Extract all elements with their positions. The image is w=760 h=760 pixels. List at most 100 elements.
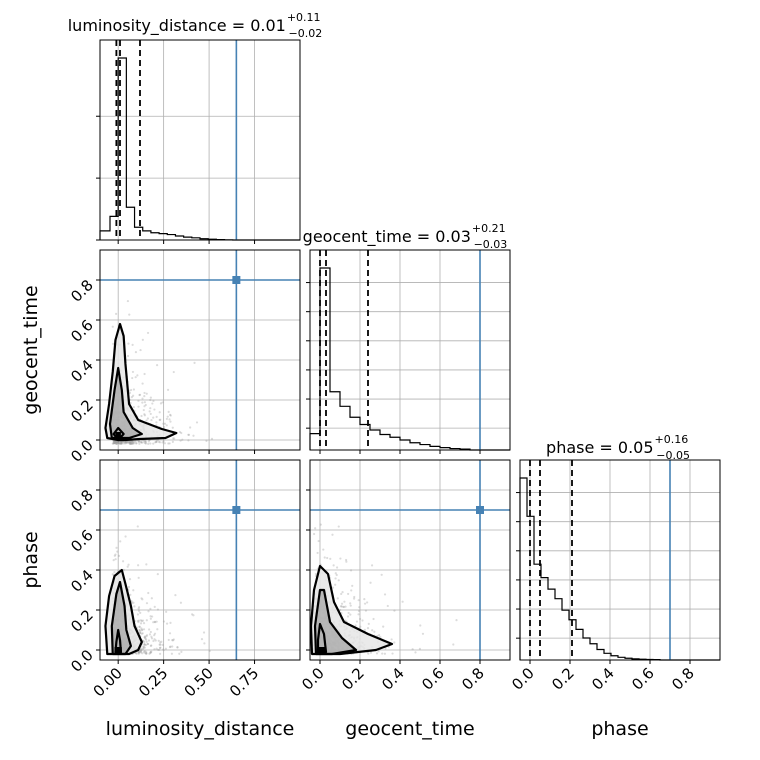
sample-point	[144, 441, 147, 444]
sample-point	[130, 440, 133, 443]
sample-point	[113, 440, 116, 443]
sample-point	[143, 643, 146, 646]
sample-point	[179, 439, 182, 442]
sample-point	[142, 622, 146, 625]
x-tick-label: 0.6	[418, 664, 448, 694]
sample-point	[140, 649, 143, 652]
contour-line-outer	[309, 564, 394, 656]
sample-point	[158, 418, 161, 422]
sample-point	[149, 396, 152, 399]
sample-point	[145, 602, 149, 605]
sample-point	[126, 441, 129, 444]
sample-point	[353, 595, 356, 599]
sample-point	[419, 624, 422, 627]
sample-point	[114, 558, 117, 561]
sample-point	[141, 652, 144, 655]
sample-point	[155, 421, 158, 424]
sample-point	[210, 437, 214, 440]
sample-point	[129, 593, 132, 596]
sample-point	[149, 651, 152, 654]
sample-point	[314, 572, 318, 576]
sample-point	[130, 442, 134, 446]
sample-point	[158, 411, 161, 414]
sample-point	[144, 439, 147, 443]
sample-point	[159, 402, 163, 405]
sample-point	[150, 637, 154, 640]
sample-point	[193, 361, 196, 364]
sample-point	[340, 592, 343, 596]
sample-point	[347, 592, 350, 596]
sample-point	[126, 299, 130, 303]
sample-point	[157, 440, 160, 443]
sample-point	[159, 641, 162, 644]
sample-point	[115, 441, 119, 444]
sample-point	[180, 431, 183, 435]
x-tick-label: 0.4	[588, 664, 618, 694]
sample-point	[141, 382, 144, 385]
sample-point	[455, 619, 458, 622]
sample-point	[147, 591, 150, 595]
sample-point	[145, 392, 148, 395]
sample-point	[172, 638, 175, 641]
sample-point	[125, 441, 128, 444]
sample-point	[144, 442, 147, 445]
sample-point	[156, 608, 160, 611]
sample-point	[155, 440, 158, 443]
sample-point	[157, 639, 160, 642]
sample-point	[137, 652, 140, 655]
sample-point	[139, 348, 142, 352]
x-tick-label: 0.4	[378, 664, 408, 694]
sample-point	[112, 342, 115, 345]
sample-point	[205, 439, 208, 443]
panel-frame	[519, 459, 721, 661]
x-tick-label: 0.6	[628, 664, 658, 694]
sample-point	[137, 606, 141, 609]
sample-point	[162, 422, 165, 425]
sample-point	[140, 629, 144, 632]
sample-point	[114, 553, 117, 556]
sample-point	[363, 602, 367, 605]
sample-point	[326, 556, 329, 560]
sample-point	[153, 621, 157, 624]
sample-point	[163, 442, 166, 445]
sample-point	[334, 572, 337, 575]
sample-point	[149, 644, 152, 647]
sample-point	[119, 441, 123, 445]
sample-point	[314, 527, 317, 530]
sample-point	[117, 441, 120, 444]
sample-point	[138, 625, 141, 628]
sample-point	[169, 645, 172, 648]
sample-point	[145, 563, 148, 566]
sample-point	[149, 412, 152, 416]
sample-point	[141, 647, 144, 650]
sample-point	[358, 606, 361, 609]
sample-point	[141, 598, 144, 601]
sample-point	[414, 651, 417, 654]
contour-core	[317, 647, 325, 653]
sample-point	[120, 441, 123, 444]
sample-point	[141, 401, 144, 404]
sample-point	[172, 370, 175, 374]
sample-point	[118, 442, 121, 445]
sample-point	[162, 620, 165, 623]
contour-line-middle	[110, 580, 133, 656]
sample-point	[142, 639, 145, 643]
sample-point	[126, 565, 129, 568]
sample-point	[158, 643, 161, 646]
sample-point	[418, 647, 422, 650]
sample-point	[143, 636, 147, 639]
sample-point	[139, 631, 142, 634]
sample-point	[178, 652, 181, 655]
sample-point	[363, 628, 366, 631]
sample-point	[155, 364, 159, 367]
sample-point	[142, 640, 146, 644]
sample-point	[113, 441, 116, 445]
sample-point	[322, 548, 325, 551]
sample-point	[143, 391, 146, 395]
sample-point	[149, 607, 152, 610]
sample-point	[117, 441, 120, 445]
sample-point	[339, 605, 343, 608]
sample-point	[171, 645, 174, 648]
sample-point	[153, 634, 156, 637]
sample-point	[112, 558, 115, 562]
